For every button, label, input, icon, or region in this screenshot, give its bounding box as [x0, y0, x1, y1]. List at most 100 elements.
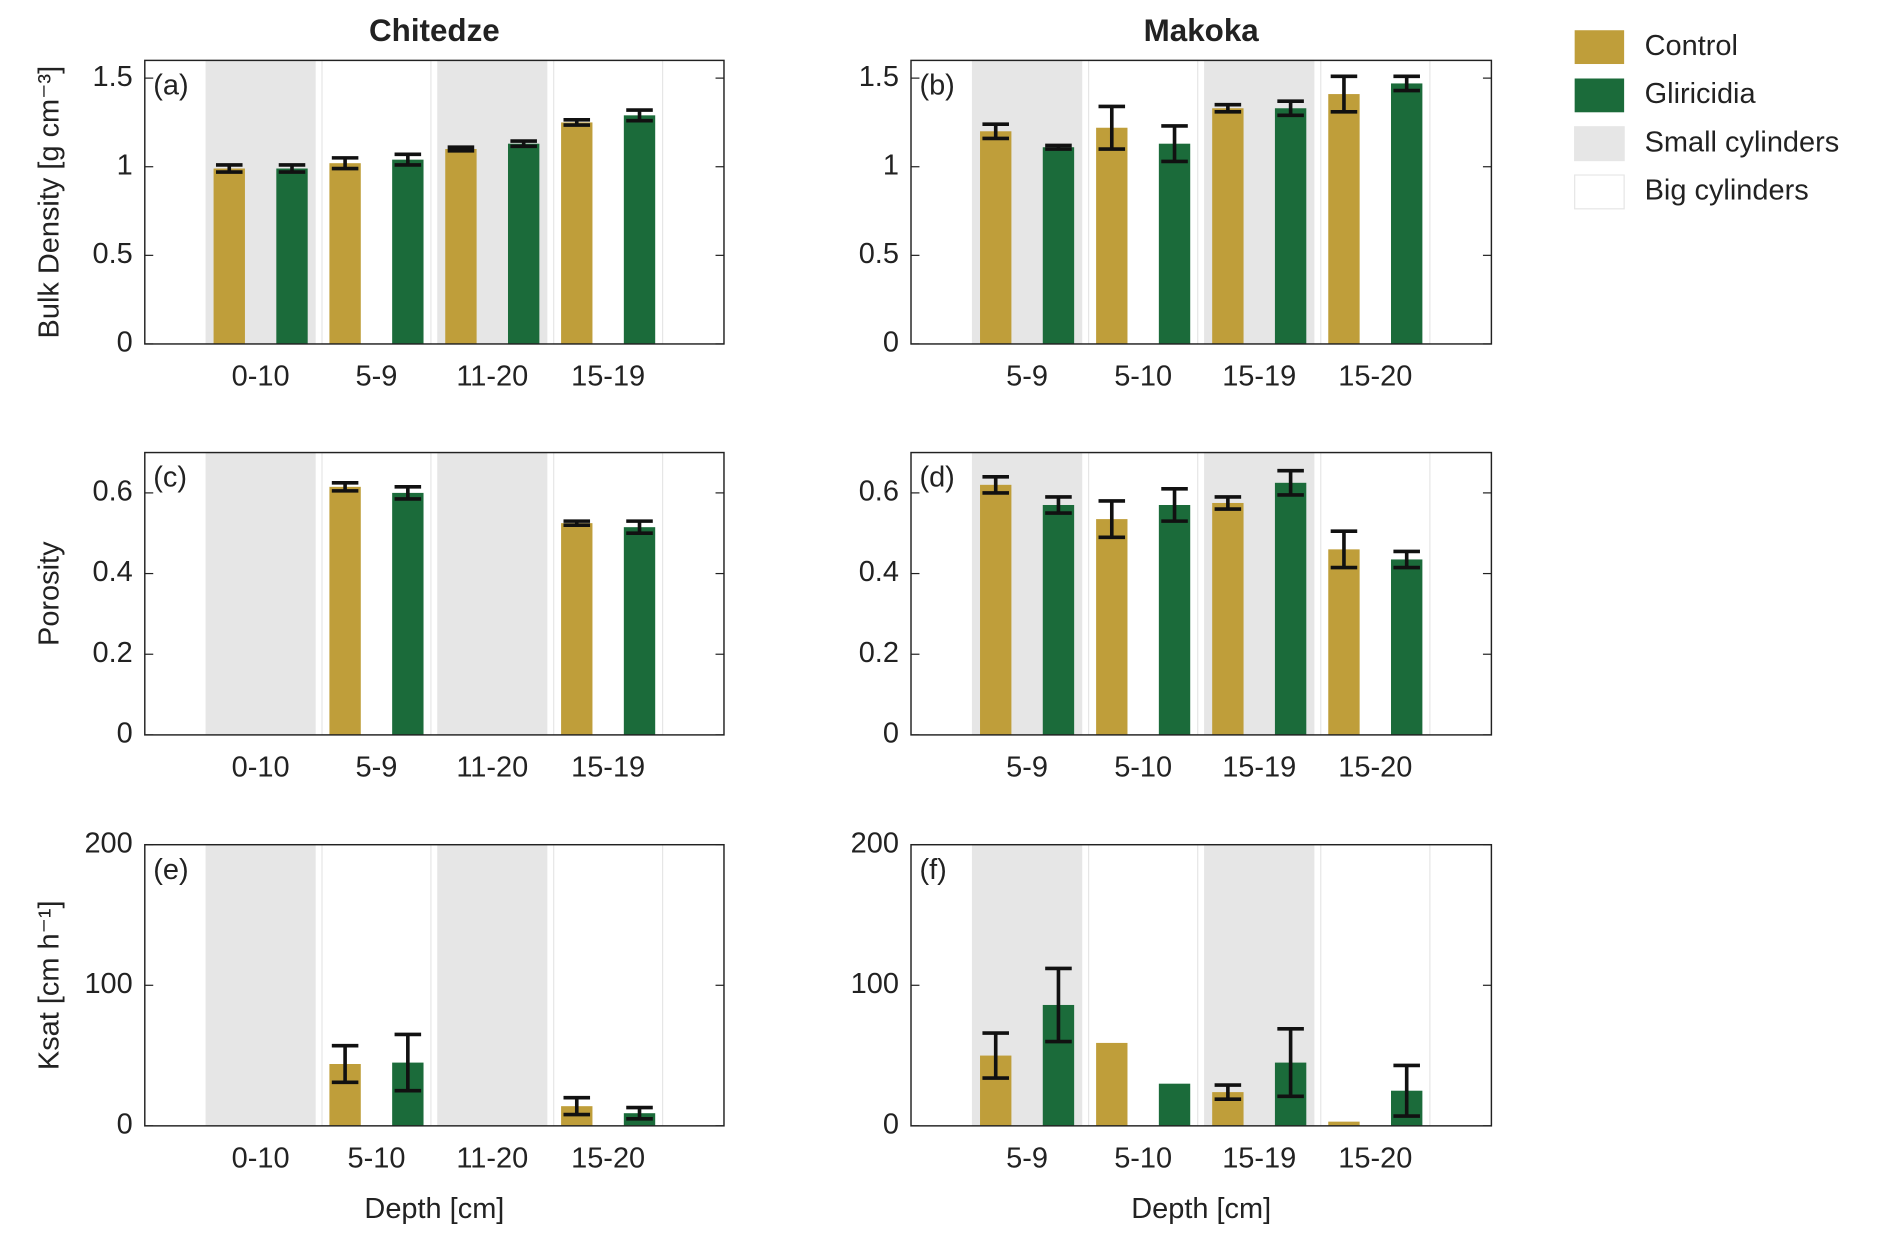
x-tick-label: 5-9	[1006, 360, 1048, 392]
axes-box	[910, 451, 1493, 736]
bar	[1042, 504, 1075, 735]
bar	[213, 168, 245, 344]
y-tick-label: 0	[883, 1108, 899, 1140]
y-tick-label: 0.6	[859, 476, 899, 508]
y-tick-label: 1	[117, 149, 133, 181]
bar	[1096, 519, 1128, 735]
y-tick-label: 0.5	[859, 238, 899, 270]
y-tick-label: 0	[883, 718, 899, 750]
panel-label: (a)	[153, 70, 188, 102]
bar	[561, 523, 593, 735]
x-tick-label: 15-19	[571, 360, 645, 392]
x-tick-label: 5-9	[1006, 1142, 1048, 1174]
panel-label: (e)	[153, 854, 188, 886]
bar	[1212, 108, 1244, 344]
panel-label: (f)	[919, 854, 946, 886]
x-tick-label: 5-10	[1114, 1142, 1172, 1174]
axes-box	[910, 59, 1493, 345]
bar	[623, 527, 656, 735]
bar	[1158, 143, 1191, 344]
bar	[507, 143, 540, 344]
cylinder-band	[437, 451, 548, 736]
y-tick-label: 0	[117, 1108, 133, 1140]
bar	[1096, 127, 1128, 344]
axes-box	[910, 843, 1493, 1127]
panel-title: Makoka	[1144, 13, 1260, 48]
x-tick-label: 5-9	[356, 751, 398, 783]
x-tick-label: 15-19	[1222, 751, 1296, 783]
y-tick-label: 0.2	[859, 637, 899, 669]
y-tick-label: 1.5	[92, 61, 132, 93]
axes-box	[144, 451, 725, 736]
y-tick-label: 100	[84, 968, 132, 1000]
bar	[1274, 108, 1307, 344]
x-axis-label: Depth [cm]	[364, 1193, 504, 1225]
y-axis-label: Bulk Density [g cm⁻³]	[33, 66, 65, 339]
y-tick-label: 200	[84, 827, 132, 859]
x-tick-label: 0-10	[232, 1142, 290, 1174]
bar	[980, 484, 1012, 735]
bar	[329, 163, 361, 344]
x-tick-label: 15-20	[571, 1142, 645, 1174]
x-tick-label: 5-10	[1114, 360, 1172, 392]
y-tick-label: 1.5	[859, 61, 899, 93]
bar	[623, 115, 656, 344]
bar	[1158, 504, 1191, 735]
x-tick-label: 15-19	[571, 751, 645, 783]
cylinder-band	[205, 844, 316, 1127]
y-axis-label: Porosity	[33, 541, 65, 646]
y-tick-label: 200	[851, 827, 899, 859]
x-tick-label: 11-20	[456, 360, 528, 392]
y-tick-label: 0	[117, 327, 133, 359]
bar	[1042, 147, 1075, 344]
bar	[1328, 94, 1360, 344]
axes-box	[144, 59, 725, 345]
panel-label: (c)	[153, 462, 187, 494]
bar	[1391, 83, 1423, 344]
y-tick-label: 0.4	[859, 556, 899, 588]
y-tick-label: 0.6	[92, 476, 132, 508]
panel-label: (b)	[919, 70, 954, 102]
x-tick-label: 5-9	[356, 360, 398, 392]
legend-label: Control	[1645, 30, 1738, 62]
bar	[561, 122, 593, 344]
bar	[329, 486, 361, 735]
panel-label: (d)	[919, 462, 954, 494]
bar	[392, 159, 424, 344]
y-tick-label: 1	[883, 149, 899, 181]
legend-swatch	[1574, 126, 1625, 162]
axes-box	[144, 843, 725, 1127]
x-tick-label: 11-20	[456, 751, 528, 783]
cylinder-band	[205, 451, 316, 736]
y-tick-label: 0	[117, 718, 133, 750]
x-tick-label: 15-20	[1338, 751, 1412, 783]
bar	[1274, 482, 1307, 735]
y-tick-label: 0.5	[92, 238, 132, 270]
x-axis-label: Depth [cm]	[1131, 1193, 1271, 1225]
x-tick-label: 5-9	[1006, 751, 1048, 783]
y-tick-label: 0.4	[92, 556, 132, 588]
cylinder-band	[1320, 844, 1431, 1127]
legend-label: Big cylinders	[1645, 175, 1809, 207]
y-tick-label: 100	[851, 968, 899, 1000]
bar	[445, 149, 477, 344]
x-tick-label: 0-10	[232, 360, 290, 392]
bar	[1212, 502, 1244, 735]
y-tick-label: 0	[883, 327, 899, 359]
x-tick-label: 15-19	[1222, 360, 1296, 392]
legend-label: Small cylinders	[1645, 126, 1840, 158]
bar	[392, 492, 424, 735]
legend-swatch	[1574, 30, 1625, 65]
x-tick-label: 11-20	[456, 1142, 528, 1174]
x-tick-label: 5-10	[1114, 751, 1172, 783]
y-tick-label: 0.2	[92, 637, 132, 669]
y-axis-label: Ksat [cm h⁻¹]	[33, 900, 65, 1070]
cylinder-band	[437, 844, 548, 1127]
x-tick-label: 0-10	[232, 751, 290, 783]
bar	[1328, 1121, 1360, 1126]
bar	[1391, 559, 1423, 735]
bar	[1158, 1083, 1191, 1126]
bar	[1328, 549, 1360, 735]
